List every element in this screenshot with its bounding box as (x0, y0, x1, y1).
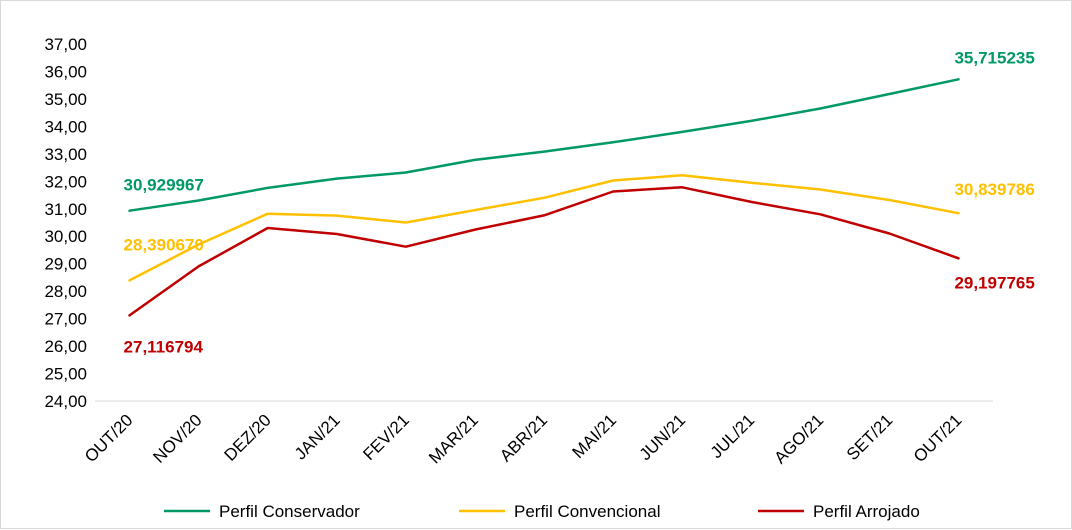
x-tick-label: DEZ/20 (221, 411, 275, 465)
x-tick-label: SET/21 (843, 411, 897, 465)
x-tick-label: JAN/21 (291, 411, 344, 464)
y-tick-label: 31,00 (44, 200, 87, 219)
x-tick-label: JUN/21 (636, 411, 690, 465)
x-tick-label: OUT/21 (910, 411, 966, 467)
y-tick-label: 25,00 (44, 365, 87, 384)
data-label: 27,116794 (124, 337, 204, 356)
data-label: 30,929967 (124, 176, 204, 195)
x-tick-label: MAI/21 (569, 411, 621, 463)
legend-item: Perfil Convencional (514, 502, 660, 521)
y-tick-label: 28,00 (44, 282, 87, 301)
x-tick-label: JUL/21 (707, 411, 759, 463)
legend-item: Perfil Arrojado (813, 502, 920, 521)
x-tick-label: MAR/21 (425, 411, 482, 468)
x-tick-label: FEV/21 (359, 411, 413, 465)
x-tick-label: NOV/20 (149, 411, 205, 467)
y-tick-label: 36,00 (44, 62, 87, 81)
series-line-2 (128, 174, 960, 282)
y-tick-label: 34,00 (44, 117, 87, 136)
y-tick-label: 32,00 (44, 172, 87, 191)
x-tick-label: OUT/20 (81, 411, 137, 467)
data-label: 30,839786 (954, 180, 1034, 199)
y-tick-label: 30,00 (44, 227, 87, 246)
series-line-1 (128, 78, 960, 212)
data-label: 29,197765 (954, 273, 1034, 292)
data-label: 35,715235 (954, 48, 1034, 67)
y-tick-label: 37,00 (44, 35, 87, 54)
y-tick-label: 27,00 (44, 310, 87, 329)
legend-item: Perfil Conservador (219, 502, 360, 521)
y-tick-label: 35,00 (44, 90, 87, 109)
y-tick-label: 33,00 (44, 145, 87, 164)
y-tick-label: 26,00 (44, 337, 87, 356)
y-tick-label: 24,00 (44, 392, 87, 411)
x-tick-label: AGO/21 (770, 411, 827, 468)
data-label: 28,390670 (124, 235, 204, 254)
x-tick-label: ABR/21 (496, 411, 551, 466)
y-tick-label: 29,00 (44, 255, 87, 274)
series-line-3 (128, 186, 960, 317)
